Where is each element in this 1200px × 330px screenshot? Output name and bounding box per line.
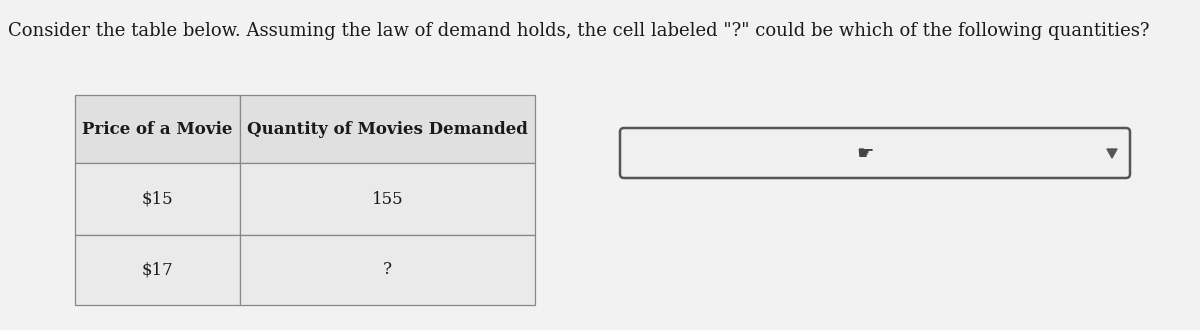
Text: Consider the table below. Assuming the law of demand holds, the cell labeled "?": Consider the table below. Assuming the l…: [8, 22, 1150, 40]
Text: Price of a Movie: Price of a Movie: [83, 120, 233, 138]
Text: 155: 155: [372, 190, 403, 208]
Bar: [240, 235, 535, 305]
Bar: [240, 95, 535, 163]
Bar: [74, 95, 240, 163]
Bar: [240, 163, 535, 235]
Text: ☛: ☛: [857, 144, 874, 162]
Polygon shape: [1108, 149, 1117, 158]
FancyBboxPatch shape: [620, 128, 1130, 178]
Bar: [74, 163, 240, 235]
Text: ?: ?: [383, 261, 392, 279]
Bar: [74, 235, 240, 305]
Text: $17: $17: [142, 261, 173, 279]
Text: $15: $15: [142, 190, 173, 208]
Text: Quantity of Movies Demanded: Quantity of Movies Demanded: [247, 120, 528, 138]
